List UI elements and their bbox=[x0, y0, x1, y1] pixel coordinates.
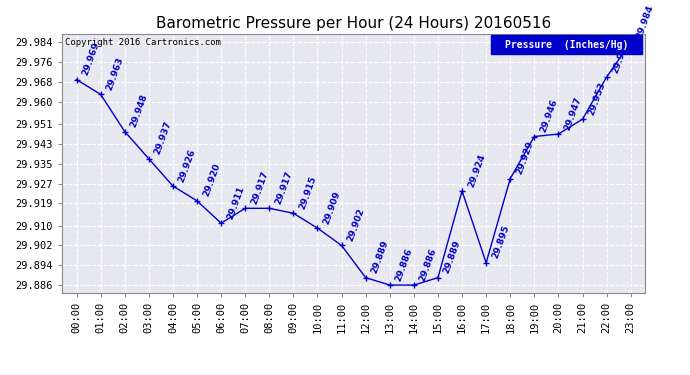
Text: 29.929: 29.929 bbox=[515, 140, 535, 176]
Text: 29.924: 29.924 bbox=[466, 152, 486, 188]
Text: 29.926: 29.926 bbox=[177, 147, 197, 183]
Text: 29.889: 29.889 bbox=[442, 239, 462, 275]
Text: 29.963: 29.963 bbox=[105, 56, 125, 92]
Text: 29.953: 29.953 bbox=[586, 81, 607, 116]
Text: Copyright 2016 Cartronics.com: Copyright 2016 Cartronics.com bbox=[65, 38, 221, 46]
Text: 29.984: 29.984 bbox=[635, 4, 656, 40]
Text: 29.889: 29.889 bbox=[370, 239, 391, 275]
Text: 29.886: 29.886 bbox=[394, 246, 414, 282]
Text: 29.902: 29.902 bbox=[346, 207, 366, 243]
Text: 29.895: 29.895 bbox=[491, 224, 511, 260]
Text: 29.969: 29.969 bbox=[81, 41, 101, 77]
Text: 29.948: 29.948 bbox=[129, 93, 149, 129]
Text: 29.917: 29.917 bbox=[273, 170, 294, 206]
Text: 29.915: 29.915 bbox=[297, 175, 318, 210]
Text: 29.946: 29.946 bbox=[538, 98, 559, 134]
Text: 29.909: 29.909 bbox=[322, 189, 342, 225]
Text: 29.886: 29.886 bbox=[418, 246, 438, 282]
Text: 29.937: 29.937 bbox=[153, 120, 173, 156]
Text: 29.920: 29.920 bbox=[201, 162, 221, 198]
FancyBboxPatch shape bbox=[491, 35, 642, 54]
Title: Barometric Pressure per Hour (24 Hours) 20160516: Barometric Pressure per Hour (24 Hours) … bbox=[156, 16, 551, 31]
Text: 29.970: 29.970 bbox=[611, 39, 631, 74]
Text: 29.917: 29.917 bbox=[249, 170, 270, 206]
Text: Pressure  (Inches/Hg): Pressure (Inches/Hg) bbox=[505, 40, 628, 50]
Text: 29.911: 29.911 bbox=[225, 184, 246, 220]
Text: 29.947: 29.947 bbox=[562, 95, 583, 131]
